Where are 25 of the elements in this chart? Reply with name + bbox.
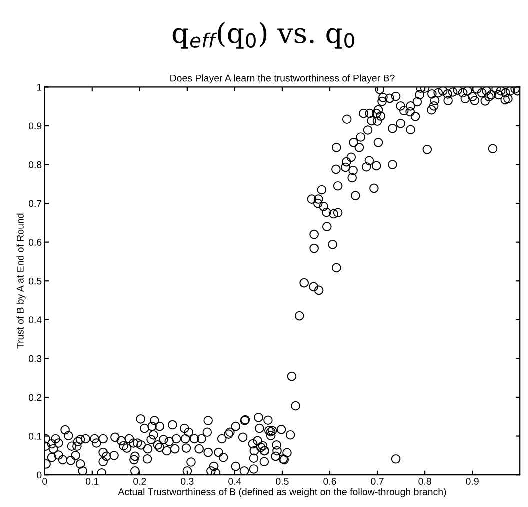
y-tick-label: 0.9 [28,122,42,130]
y-tick-label: 0.4 [28,316,42,324]
x-tick-label: 0.7 [371,478,384,485]
x-axis-title: Actual Trustworthiness of B (defined as weight on the follow-through branch) [118,488,446,498]
x-tick-label: 0.2 [134,478,146,485]
y-tick-label: 1 [37,84,42,91]
chart-title: q$_{eff}$(q$_{0}$) vs. q$_{0}$ [172,22,354,49]
chart-subtitle: Does Player A learn the trustworthiness of Player B? [170,74,395,84]
y-tick-label: 0.2 [28,394,42,402]
y-tick-label: 0.6 [28,239,42,246]
y-tick-label: 0.3 [28,355,42,362]
y-tick-label: 0 [37,472,42,479]
y-tick-label: 0.1 [28,433,42,440]
y-axis-title: Trust of B by A at End of Round [16,214,26,349]
y-tick-label: 0.5 [28,278,42,285]
y-tick-label: 0.7 [28,200,42,208]
x-tick-label: 0.9 [466,478,479,485]
x-tick-label: 0.4 [228,478,242,485]
x-tick-label: 0.3 [181,478,194,485]
x-tick-label: 0 [42,478,48,485]
y-tick-label: 0.8 [28,162,42,168]
x-tick-label: 0.1 [86,478,99,485]
x-tick-label: 0.5 [276,478,289,485]
x-tick-label: 0.8 [418,478,432,485]
x-tick-label: 0.6 [324,478,336,485]
